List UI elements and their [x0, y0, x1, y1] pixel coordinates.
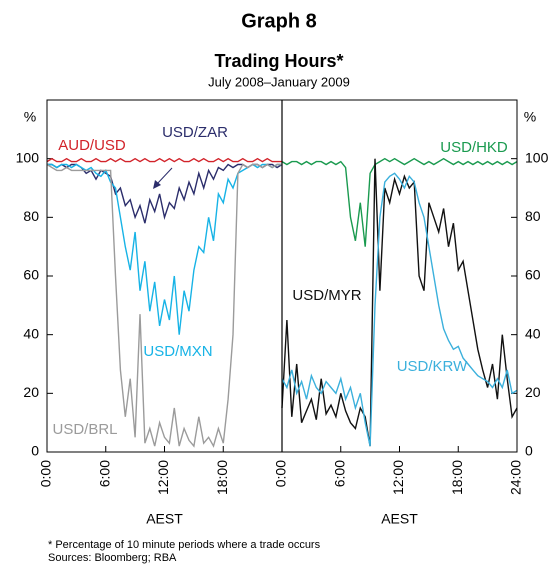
series-label: USD/MYR — [292, 287, 361, 304]
series-label: USD/HKD — [440, 139, 508, 156]
footnote: * Percentage of 10 minute periods where … — [48, 539, 321, 551]
series-label: USD/ZAR — [162, 124, 228, 141]
x-tick-label: 0:00 — [38, 460, 54, 487]
y-tick-label: 60 — [525, 267, 541, 283]
series-line — [281, 172, 518, 447]
sources: Sources: Bloomberg; RBA — [48, 552, 177, 564]
y-tick-label: 40 — [23, 325, 39, 341]
chart-subtitle: Trading Hours* — [214, 51, 343, 71]
x-tick-label: 12:00 — [390, 460, 406, 495]
series-line — [46, 157, 282, 163]
series-line — [47, 163, 283, 224]
x-axis-label: AEST — [381, 511, 418, 527]
period: July 2008–January 2009 — [208, 74, 350, 89]
x-tick-label: 0:00 — [273, 460, 289, 487]
x-axis-label: AEST — [146, 511, 183, 527]
x-tick-label: 24:00 — [508, 460, 524, 495]
arrow-head — [153, 180, 161, 189]
y-tick-label: 0 — [31, 443, 39, 459]
x-tick-label: 12:00 — [155, 460, 171, 495]
series-label: AUD/USD — [58, 137, 126, 154]
y-tick-label: 100 — [525, 149, 549, 165]
chart-title: Graph 8 — [241, 10, 317, 32]
y-axis-label: % — [24, 109, 36, 125]
y-tick-label: 20 — [525, 384, 541, 400]
series-label: USD/BRL — [52, 421, 117, 438]
x-tick-label: 18:00 — [214, 460, 230, 495]
series-label: USD/KRW — [397, 358, 468, 375]
y-tick-label: 80 — [525, 208, 541, 224]
series-line — [281, 157, 518, 247]
series-line — [47, 163, 282, 335]
y-tick-label: 0 — [525, 443, 533, 459]
x-tick-label: 6:00 — [331, 460, 347, 487]
series-line — [46, 163, 282, 448]
y-tick-label: 100 — [16, 149, 40, 165]
arrow — [156, 167, 173, 185]
x-tick-label: 6:00 — [96, 460, 112, 487]
y-tick-label: 40 — [525, 325, 541, 341]
series-line — [281, 158, 518, 447]
y-tick-label: 20 — [23, 384, 39, 400]
y-axis-label: % — [524, 109, 536, 125]
x-tick-label: 18:00 — [449, 460, 465, 495]
y-tick-label: 60 — [23, 267, 39, 283]
y-tick-label: 80 — [23, 208, 39, 224]
series-label: USD/MXN — [143, 343, 212, 360]
